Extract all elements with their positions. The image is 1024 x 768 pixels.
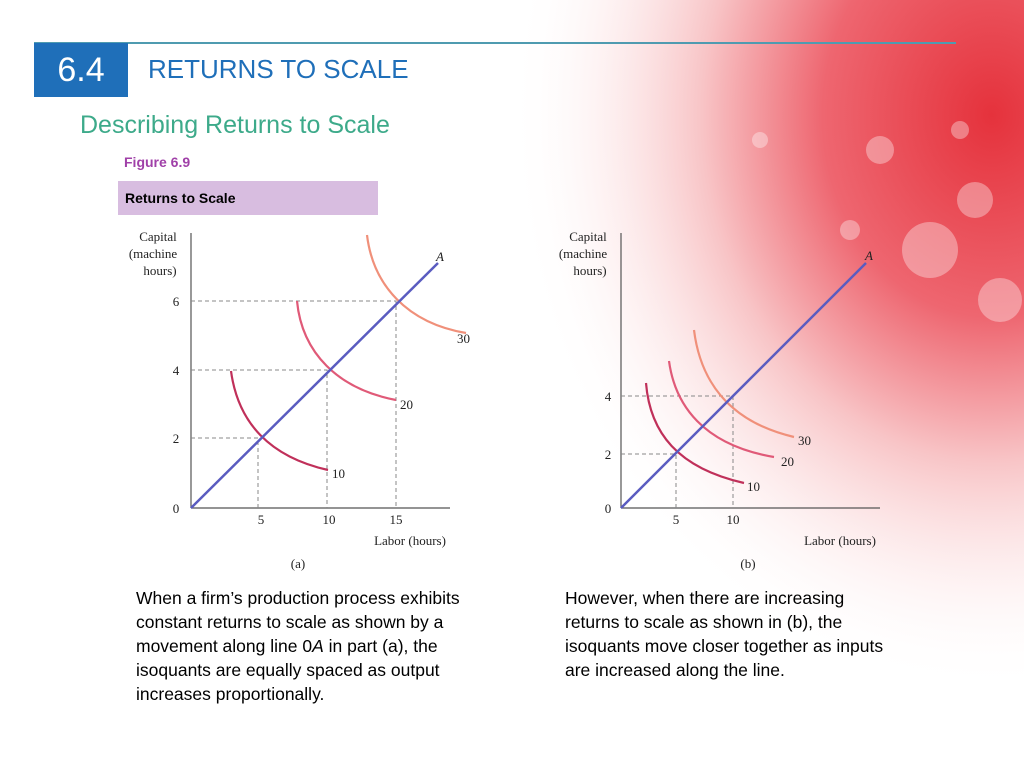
caption-a-text-1: When a firm’s production process exhibit… [136,588,460,656]
graph-a-ylabel-1: Capital [139,229,177,244]
graph-a-isoquant-20 [295,300,397,402]
graph-a-xtick-15: 15 [390,512,403,527]
graph-a-isoquant-label-10: 10 [332,466,345,481]
graph-b-ytick-2: 2 [605,447,612,462]
graph-b-isoquant-label-10: 10 [747,479,760,494]
graph-b-ylabel-3: hours) [573,263,606,278]
graph-b-isoquant-20 [667,360,775,459]
caption-a-text-2: in part (a), the isoquants are equally s… [136,636,440,704]
graph-b-isoquant-30 [692,329,795,439]
graph-a-ytick-6: 6 [173,294,180,309]
graph-a-isoquant-label-20: 20 [400,397,413,412]
graph-b-xlabel: Labor (hours) [804,533,876,548]
graph-b-isoquant-label-20: 20 [781,454,794,469]
section-number: 6.4 [34,43,128,97]
graph-a-xtick-5: 5 [258,512,265,527]
graph-b-ytick-0: 0 [605,501,612,516]
graph-a-isoquant-30 [365,234,467,335]
graph-a-guides [191,300,397,508]
graph-a-panel-label: (a) [291,556,305,571]
caption-part-a: When a firm’s production process exhibit… [136,586,516,706]
graph-a-ray-line [190,262,439,509]
figure-label: Figure 6.9 [124,154,191,170]
caption-a-italic: A [312,636,324,656]
graph-a-ylabel-2: (machine [129,246,178,261]
caption-part-b: However, when there are increasing retur… [565,588,884,680]
graph-b: Capital (machine hours) 0 2 4 5 10 A 10 … [559,229,880,571]
graph-a-ylabel-3: hours) [143,263,176,278]
slide-subtitle: Describing Returns to Scale [80,111,390,139]
figure-title: Returns to Scale [118,181,378,215]
graph-a-xlabel: Labor (hours) [374,533,446,548]
graph-a-isoquant-10 [229,370,329,472]
graph-a-ray-label: A [435,249,444,264]
graph-a-ytick-2: 2 [173,431,180,446]
graph-b-ray-line [620,262,867,509]
header-divider [34,42,956,44]
graph-b-isoquant-10 [644,382,745,485]
graph-b-xtick-5: 5 [673,512,680,527]
graph-a: Capital (machine hours) 0 2 4 6 5 10 15 … [129,229,470,571]
graph-b-xtick-10: 10 [727,512,740,527]
section-title: RETURNS TO SCALE [148,54,409,84]
graph-a-ytick-0: 0 [173,501,180,516]
graph-a-ytick-4: 4 [173,363,180,378]
graph-b-isoquant-label-30: 30 [798,433,811,448]
graph-a-xtick-10: 10 [323,512,336,527]
graph-b-ylabel-1: Capital [569,229,607,244]
graph-b-ylabel-2: (machine [559,246,608,261]
graph-b-panel-label: (b) [740,556,755,571]
graph-b-ytick-4: 4 [605,389,612,404]
graph-b-ray-label: A [864,248,873,263]
graph-a-isoquant-label-30: 30 [457,331,470,346]
